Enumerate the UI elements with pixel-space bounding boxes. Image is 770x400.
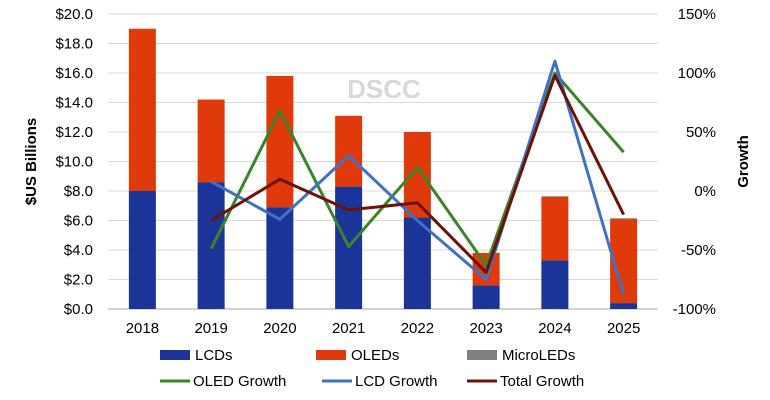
y2-tick-label: -100%: [673, 301, 716, 318]
x-tick-label: 2024: [538, 320, 571, 337]
bar-lcds: [266, 207, 294, 309]
y-tick-label: $0.0: [64, 301, 93, 318]
y-tick-label: $2.0: [64, 272, 93, 289]
y2-tick-label: -50%: [681, 242, 716, 259]
bar-oleds: [266, 75, 294, 208]
y-tick-label: $20.0: [55, 6, 93, 23]
y2-tick-label: 100%: [678, 65, 716, 82]
y-tick-label: $10.0: [55, 154, 93, 171]
y2-tick-label: 50%: [686, 124, 716, 141]
gridlines: [108, 13, 658, 310]
right-axis-ticks: -100% -50% 0% 50% 100% 150%: [673, 6, 716, 318]
x-tick-label: 2021: [332, 320, 365, 337]
x-tick-label: 2022: [401, 320, 434, 337]
y-tick-label: $18.0: [55, 36, 93, 53]
y-tick-label: $14.0: [55, 95, 93, 112]
bar-lcds: [541, 260, 569, 309]
x-tick-label: 2025: [607, 320, 640, 337]
y2-tick-label: 150%: [678, 6, 716, 23]
legend-swatch-microleds: [467, 350, 497, 360]
y-tick-label: $8.0: [64, 183, 93, 200]
y-tick-label: $4.0: [64, 242, 93, 259]
legend: LCDs OLEDs MicroLEDs OLED Growth LCD Growth T…: [160, 347, 584, 390]
y-tick-label: $6.0: [64, 213, 93, 230]
x-tick-label: 2019: [194, 320, 227, 337]
legend-label: LCDs: [195, 347, 233, 364]
x-axis-ticks: 2018 2019 2020 2021 2022 2023 2024 2025: [126, 320, 641, 337]
y2-tick-label: 0%: [694, 183, 716, 200]
y-tick-label: $16.0: [55, 65, 93, 82]
legend-label: OLED Growth: [193, 373, 286, 390]
legend-label: Total Growth: [500, 373, 584, 390]
x-tick-label: 2020: [263, 320, 296, 337]
legend-swatch-oleds: [316, 350, 346, 360]
y-axis-title: $US Billions: [23, 118, 40, 206]
x-tick-label: 2018: [126, 320, 159, 337]
bar-lcds: [610, 303, 638, 309]
line-oled-growth: [209, 71, 625, 267]
watermark: DSCC: [347, 74, 421, 104]
legend-label: MicroLEDs: [502, 347, 575, 364]
line-lcd-growth: [210, 59, 626, 296]
bar-lcds: [472, 285, 500, 309]
line-total-growth: [210, 73, 625, 274]
y-tick-label: $12.0: [55, 124, 93, 141]
bar-microleds: [541, 196, 569, 197]
left-axis-ticks: $0.0 $2.0 $4.0 $6.0 $8.0 $10.0 $12.0 $14.0 $16.0…: [55, 6, 93, 318]
y2-axis-title: Growth: [735, 135, 752, 188]
bar-microleds: [610, 218, 638, 220]
legend-swatch-lcds: [160, 350, 190, 360]
growth-lines: [209, 59, 626, 296]
bars: [128, 28, 638, 309]
bar-oleds: [128, 28, 156, 191]
bar-oleds: [335, 115, 363, 187]
bar-oleds: [197, 99, 225, 183]
legend-label: OLEDs: [351, 347, 399, 364]
bar-oleds: [541, 196, 569, 261]
x-tick-label: 2023: [469, 320, 502, 337]
legend-label: LCD Growth: [355, 373, 438, 390]
bar-lcds: [128, 191, 156, 309]
bar-lcds: [403, 217, 431, 309]
